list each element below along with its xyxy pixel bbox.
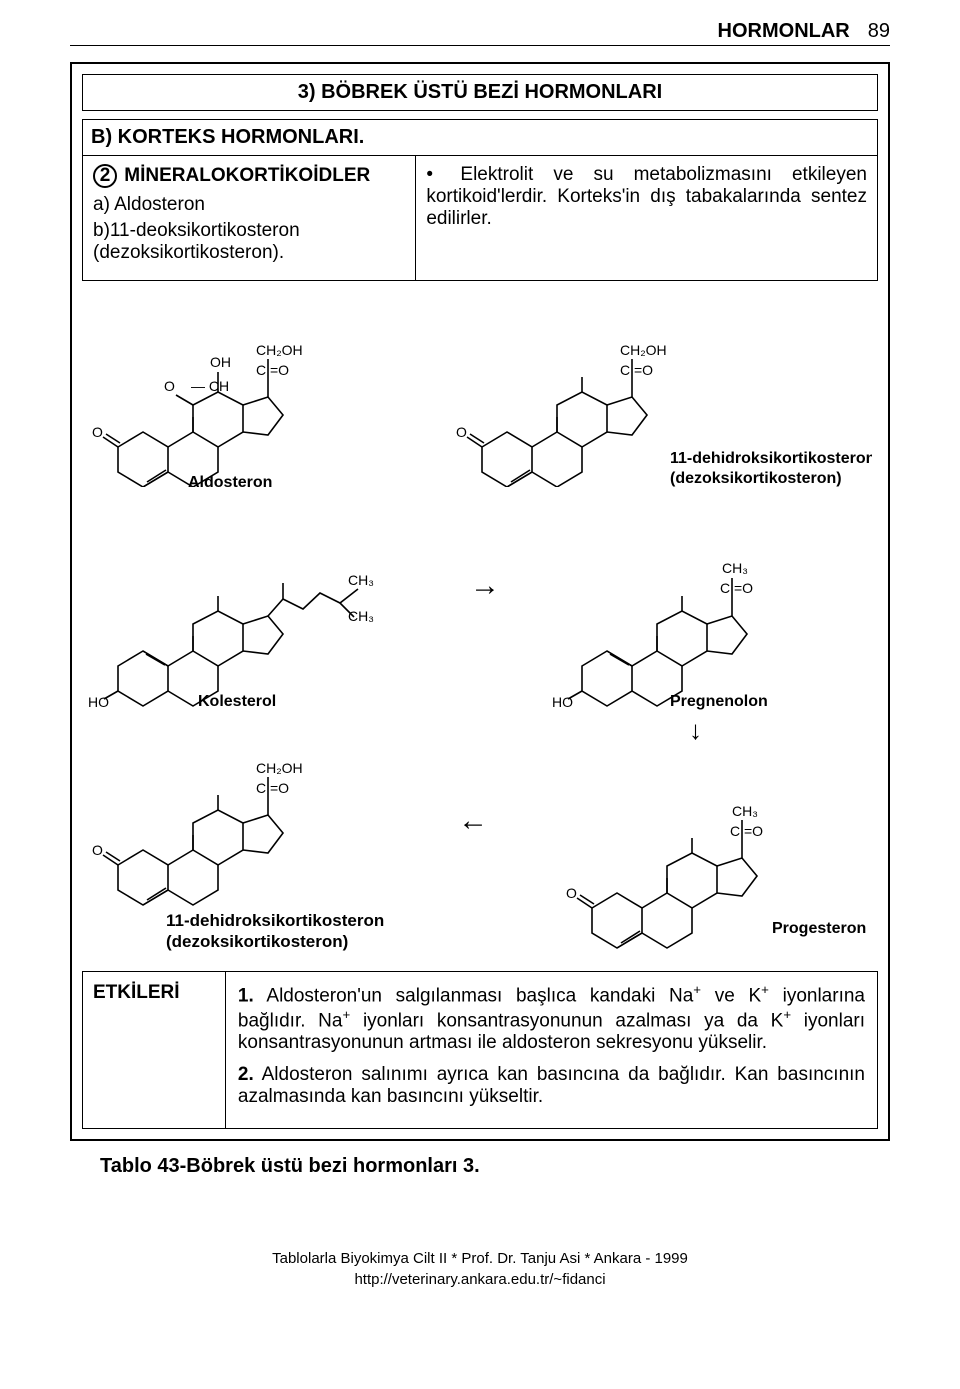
svg-text:CH₂OH: CH₂OH — [256, 342, 303, 358]
svg-text:O: O — [566, 885, 577, 901]
cholesterol-structure: HO CH₃ CH₃ Kolesterol — [88, 521, 418, 711]
effects-label: ETKİLERİ — [83, 972, 226, 1129]
page-number: 89 — [868, 20, 890, 43]
svg-text:O: O — [164, 378, 175, 394]
svg-text:Progesteron: Progesteron — [772, 920, 866, 937]
progesterone-structure: O CH₃ C =O Progesteron — [562, 783, 872, 953]
svg-text:CH₃: CH₃ — [722, 560, 748, 576]
circled-number: 2 — [93, 164, 117, 188]
main-box: 3) BÖBREK ÜSTÜ BEZİ HORMONLARI B) KORTEK… — [70, 62, 890, 1141]
svg-text:O: O — [92, 424, 103, 440]
aldosteron-structure: O O — CH OH CH₂OH C =O Aldosteron — [88, 307, 388, 487]
arrow-left-icon: ← — [454, 806, 492, 886]
effects-body: 1. Aldosteron'un salgılanması başlıca ka… — [226, 972, 877, 1129]
svg-text:CH₃: CH₃ — [348, 572, 374, 588]
bullet-icon: • — [426, 164, 440, 186]
dehydro-structure-1: O CH₂OH C =O 11-dehidroksikortikosteron … — [452, 307, 872, 487]
svg-text:C =O: C =O — [256, 362, 289, 378]
footer-line-1: Tablolarla Biyokimya Cilt II * Prof. Dr.… — [70, 1248, 890, 1269]
header-title: HORMONLAR — [718, 20, 850, 43]
svg-text:Kolesterol: Kolesterol — [198, 693, 276, 710]
svg-text:Aldosteron: Aldosteron — [188, 474, 272, 487]
svg-text:CH₃: CH₃ — [732, 803, 758, 819]
svg-text:C =O: C =O — [730, 823, 763, 839]
two-column-row: 2 MİNERALOKORTİKOİDLER a) Aldosteron b)1… — [82, 156, 878, 281]
dehydro-structure-2: O CH₂OH C =O 11-dehidroksikortikosteron … — [88, 740, 384, 953]
svg-text:— CH: — CH — [191, 378, 229, 394]
svg-text:C =O: C =O — [720, 580, 753, 596]
svg-text:O: O — [92, 842, 103, 858]
arrow-down-icon: ↓ — [689, 715, 702, 746]
pregnenolone-structure: HO CH₃ C =O Pregnenolon — [552, 521, 872, 711]
svg-text:O: O — [456, 424, 467, 440]
chem-row-2: HO CH₃ CH₃ Kolesterol → — [88, 521, 872, 711]
svg-text:CH₂OH: CH₂OH — [620, 342, 667, 358]
svg-text:Pregnenolon: Pregnenolon — [670, 693, 768, 710]
page-footer: Tablolarla Biyokimya Cilt II * Prof. Dr.… — [70, 1248, 890, 1290]
svg-text:OH: OH — [210, 354, 231, 370]
svg-text:C =O: C =O — [256, 780, 289, 796]
right-column: • Elektrolit ve su metabolizmasını etkil… — [416, 156, 878, 281]
chem-row-1: O O — CH OH CH₂OH C =O Aldosteron — [88, 307, 872, 487]
svg-text:CH₃: CH₃ — [348, 608, 374, 624]
svg-text:11-dehidroksikortikosteron: 11-dehidroksikortikosteron — [670, 450, 872, 467]
chemical-structures-area: O O — CH OH CH₂OH C =O Aldosteron — [82, 289, 878, 963]
svg-text:C =O: C =O — [620, 362, 653, 378]
right-text: Elektrolit ve su metabolizmasını etkiley… — [426, 164, 867, 229]
left-column: 2 MİNERALOKORTİKOİDLER a) Aldosteron b)1… — [82, 156, 416, 281]
svg-text:CH₂OH: CH₂OH — [256, 760, 303, 776]
chem-row-3: O CH₂OH C =O 11-dehidroksikortikosteron … — [88, 740, 872, 953]
page-header: HORMONLAR 89 — [70, 20, 890, 46]
effects-row: ETKİLERİ 1. Aldosteron'un salgılanması b… — [82, 971, 878, 1130]
section-title: 3) BÖBREK ÜSTÜ BEZİ HORMONLARI — [298, 81, 662, 103]
svg-text:(dezoksikortikosteron): (dezoksikortikosteron) — [670, 470, 842, 487]
arrow-right-icon: → — [462, 571, 508, 661]
subsection-b-title: B) KORTEKS HORMONLARI. — [82, 119, 878, 156]
svg-text:HO: HO — [552, 694, 573, 710]
item-b: b)11-deoksikortikosteron (dezoksikortiko… — [93, 220, 405, 264]
table-caption: Tablo 43-Böbrek üstü bezi hormonları 3. — [100, 1155, 890, 1178]
dehydro-label: 11-dehidroksikortikosteron (dezoksikorti… — [166, 910, 384, 953]
section-title-box: 3) BÖBREK ÜSTÜ BEZİ HORMONLARI — [82, 74, 878, 111]
item-a: a) Aldosteron — [93, 194, 405, 216]
svg-text:HO: HO — [88, 694, 109, 710]
mineralocorticoid-heading: MİNERALOKORTİKOİDLER — [124, 165, 370, 186]
footer-line-2: http://veterinary.ankara.edu.tr/~fidanci — [70, 1269, 890, 1290]
